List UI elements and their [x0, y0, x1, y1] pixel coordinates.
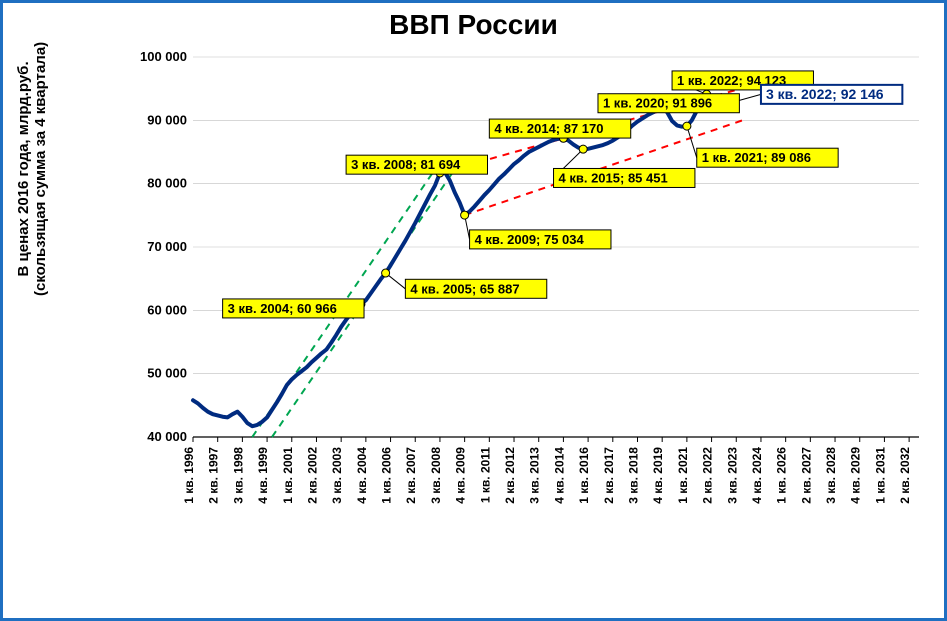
x-tick-label: 3 кв. 2003: [330, 447, 344, 504]
x-tick-label: 2 кв. 2032: [898, 447, 912, 504]
y-tick-label: 50 000: [147, 366, 187, 381]
y-tick-label: 100 000: [140, 49, 187, 64]
y-tick-label: 60 000: [147, 302, 187, 317]
x-tick-label: 1 кв. 2031: [873, 447, 887, 504]
chart-title: ВВП России: [3, 9, 944, 41]
x-tick-label: 4 кв. 2009: [454, 447, 468, 504]
x-tick-label: 2 кв. 2027: [799, 447, 813, 504]
chart-svg: 40 00050 00060 00070 00080 00090 000100 …: [133, 53, 923, 513]
callout-text: 3 кв. 2004; 60 966: [228, 301, 337, 316]
callout-text: 1 кв. 2021; 89 086: [702, 150, 811, 165]
x-tick-label: 1 кв. 2006: [380, 447, 394, 504]
x-tick-label: 4 кв. 2004: [355, 447, 369, 504]
y-tick-label: 80 000: [147, 176, 187, 191]
x-tick-label: 3 кв. 2013: [528, 447, 542, 504]
callout-text: 1 кв. 2020; 91 896: [603, 96, 712, 111]
data-marker: [579, 145, 587, 153]
x-tick-label: 2 кв. 2007: [404, 447, 418, 504]
y-axis-label: В ценах 2016 года, млрд.руб. (скользящая…: [15, 42, 49, 296]
callout-text: 3 кв. 2008; 81 694: [351, 157, 461, 172]
x-tick-label: 2 кв. 2017: [602, 447, 616, 504]
x-tick-label: 3 кв. 2028: [824, 447, 838, 504]
x-tick-label: 3 кв. 2008: [429, 447, 443, 504]
x-tick-label: 1 кв. 2026: [775, 447, 789, 504]
y-tick-label: 70 000: [147, 239, 187, 254]
data-marker: [382, 269, 390, 277]
x-tick-label: 4 кв. 2014: [552, 447, 566, 504]
x-tick-label: 3 кв. 2018: [626, 447, 640, 504]
y-axis-label-line1: В ценах 2016 года, млрд.руб.: [15, 42, 32, 296]
data-marker: [461, 211, 469, 219]
callout-text: 4 кв. 2015; 85 451: [559, 170, 668, 185]
x-tick-label: 1 кв. 2001: [281, 447, 295, 504]
x-tick-label: 2 кв. 1997: [207, 447, 221, 504]
x-tick-label: 3 кв. 1998: [231, 447, 245, 504]
y-tick-label: 40 000: [147, 429, 187, 444]
x-tick-label: 2 кв. 2002: [305, 447, 319, 504]
x-tick-label: 4 кв. 2029: [849, 447, 863, 504]
x-tick-label: 1 кв. 2011: [478, 447, 492, 503]
x-tick-label: 1 кв. 2016: [577, 447, 591, 504]
plot-area: 40 00050 00060 00070 00080 00090 000100 …: [133, 53, 923, 513]
callout-text: 4 кв. 2005; 65 887: [410, 281, 519, 296]
x-tick-label: 4 кв. 2024: [750, 447, 764, 504]
x-tick-label: 3 кв. 2023: [725, 447, 739, 504]
x-tick-label: 1 кв. 2021: [676, 447, 690, 504]
x-tick-label: 1 кв. 1996: [182, 447, 196, 504]
y-tick-label: 90 000: [147, 112, 187, 127]
y-axis-label-line2: (скользящая сумма за 4 квартала): [32, 42, 49, 296]
callout-text: 3 кв. 2022; 92 146: [766, 86, 884, 102]
x-tick-label: 2 кв. 2012: [503, 447, 517, 504]
callout-text: 4 кв. 2009; 75 034: [475, 232, 585, 247]
callout-text: 4 кв. 2014; 87 170: [494, 121, 603, 136]
data-marker: [683, 122, 691, 130]
gdp-line: [193, 94, 717, 426]
x-tick-label: 4 кв. 1999: [256, 447, 270, 504]
callout-leader: [687, 126, 697, 158]
x-tick-label: 4 кв. 2019: [651, 447, 665, 504]
chart-frame: ВВП России В ценах 2016 года, млрд.руб. …: [0, 0, 947, 621]
x-tick-label: 2 кв. 2022: [701, 447, 715, 504]
